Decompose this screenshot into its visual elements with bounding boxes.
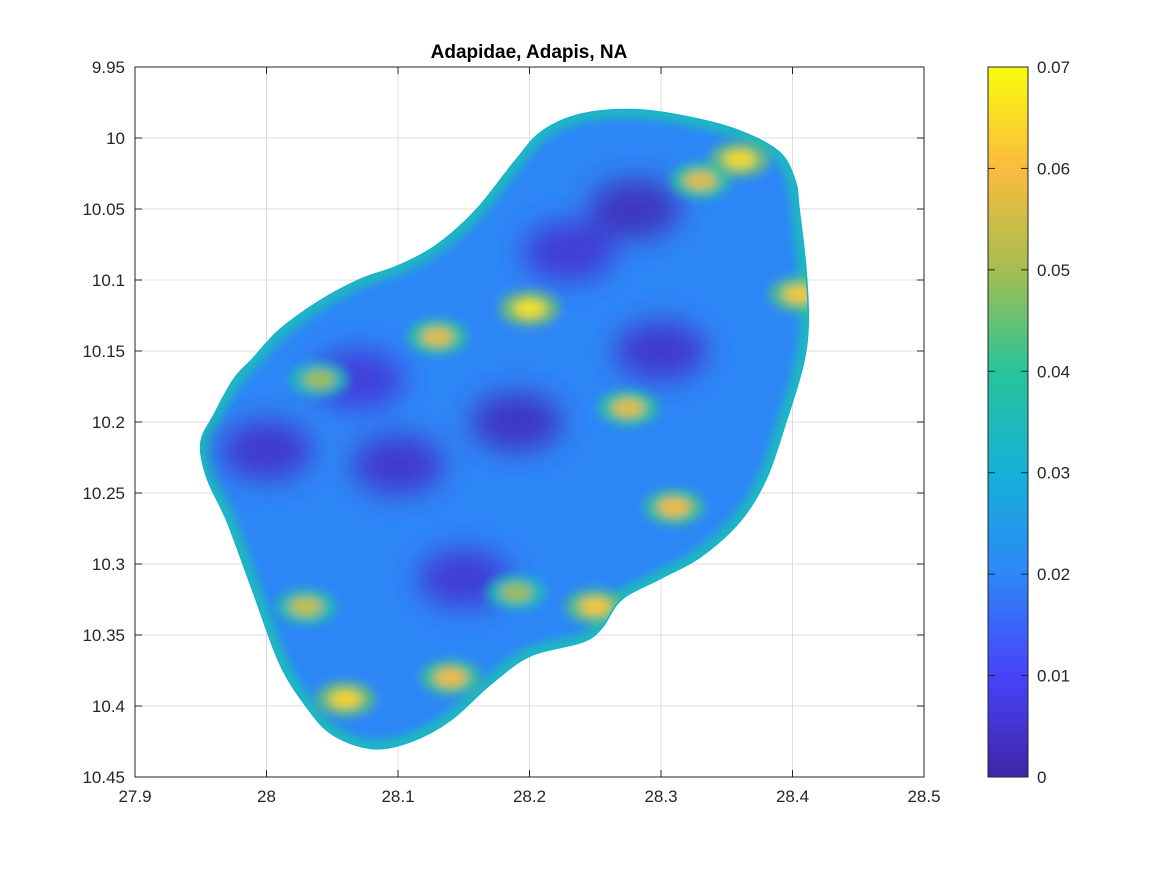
colorbar-tick-label: 0.05 [1037,261,1070,280]
y-tick-label: 10.3 [92,555,125,574]
x-tick-label: 28 [257,787,276,806]
y-tick-label: 10.35 [82,626,125,645]
hot-spot [421,327,454,346]
hot-spot [500,583,533,602]
hot-spot [612,398,645,417]
x-axis-ticks: 27.9 28 28.1 28.2 28.3 28.4 28.5 [118,67,941,806]
hot-regions [275,141,809,717]
colorbar-tick-label: 0 [1037,768,1046,787]
y-tick-label: 10 [106,129,125,148]
colorbar-tick-label: 0.02 [1037,565,1070,584]
y-tick-label: 10.2 [92,413,125,432]
chart-title: Adapidae, Adapis, NA [431,42,628,63]
y-tick-label: 10.45 [82,768,125,787]
hot-spot [329,689,362,708]
hot-spot [783,285,809,304]
cold-spot [470,392,563,452]
hot-spot [303,370,336,389]
cold-regions [220,179,707,609]
colorbar-tick-label: 0.03 [1037,464,1070,483]
hot-spot [289,597,322,616]
surface-edge-line [199,108,810,750]
cold-spot [615,321,707,381]
y-tick-label: 10.15 [82,342,125,361]
hot-spot [513,299,546,318]
hot-spot [658,498,691,517]
x-tick-label: 28.1 [381,787,414,806]
y-tick-label: 10.4 [92,697,125,716]
colorbar-tick-label: 0.04 [1037,362,1070,381]
colorbar-tick-label: 0.06 [1037,159,1070,178]
x-tick-label: 28.4 [776,787,809,806]
colorbar-tick-label: 0.01 [1037,667,1070,686]
y-axis-ticks: 9.95 10 10.05 10.1 10.15 10.2 10.25 10.3 10.35 10… [82,58,924,787]
cold-spot [220,420,313,481]
x-tick-label: 27.9 [118,787,151,806]
y-tick-label: 10.05 [82,200,125,219]
surface-outline [199,108,810,750]
y-tick-label: 10.1 [92,271,125,290]
y-tick-label: 9.95 [92,58,125,77]
x-tick-label: 28.3 [644,787,677,806]
colorbar-gradient [987,66,1029,778]
colorbar: 0 0.01 0.02 0.03 0.04 0.05 0.06 0.07 [987,58,1070,787]
y-tick-label: 10.25 [82,484,125,503]
cold-spot [352,434,444,495]
hot-spot [684,171,717,190]
colorbar-tick-label: 0.07 [1037,58,1070,77]
cold-spot [522,221,615,282]
hot-spot [723,150,756,169]
hot-spot [434,668,467,687]
heatmap-surface [200,109,809,749]
hot-spot [579,597,612,616]
x-tick-label: 28.2 [513,787,546,806]
colorbar-ticks: 0 0.01 0.02 0.03 0.04 0.05 0.06 0.07 [988,58,1070,787]
cold-spot [588,179,681,239]
x-tick-label: 28.5 [907,787,940,806]
